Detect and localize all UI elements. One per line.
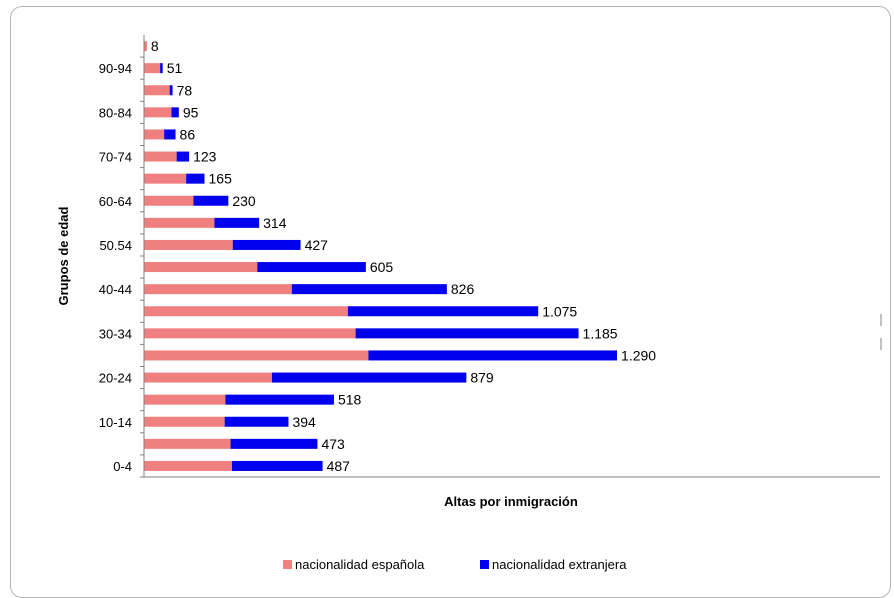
value-label-85-89: 78	[177, 82, 193, 98]
bar-extranjera-25-29	[368, 350, 618, 361]
legend: nacionalidad española nacionalidad extran…	[283, 557, 627, 572]
bar-chart: 0-4 10-14 20-24 30-34 40-44 50.54 60-64 70-74 80…	[56, 35, 882, 572]
x-axis-title: Altas por inmigración	[444, 494, 578, 509]
value-label-30-34: 1.185	[583, 325, 618, 341]
bar-espanola-50.54	[144, 239, 233, 250]
tick-label-20-24: 20-24	[99, 371, 132, 386]
legend-swatch-espanola	[283, 560, 292, 569]
bar-espanola-95 y más	[144, 41, 147, 52]
tick-labels-group: 0-4 10-14 20-24 30-34 40-44 50.54 60-64 70-74 80…	[99, 56, 144, 478]
bar-espanola-35-39	[144, 306, 348, 317]
bar-espanola-15-19	[144, 394, 226, 405]
value-label-40-44: 826	[451, 281, 475, 297]
tick-label-60-64: 60-64	[99, 194, 132, 209]
bar-espanola-70-74	[144, 151, 177, 162]
bar-extranjera-85-89	[169, 85, 173, 96]
tick-label-10-14: 10-14	[99, 415, 132, 430]
tick-label-30-34: 30-34	[99, 326, 132, 341]
value-label-70-74: 123	[193, 149, 217, 165]
value-label-20-24: 879	[470, 370, 494, 386]
chart-frame	[10, 6, 891, 598]
legend-label-espanola: nacionalidad española	[295, 557, 425, 572]
value-label-25-29: 1.290	[621, 347, 656, 363]
bar-espanola-5-9	[144, 438, 231, 449]
tick-label-0-4: 0-4	[113, 459, 132, 474]
value-label-75-79: 86	[180, 126, 196, 142]
bar-espanola-10-14	[144, 416, 225, 427]
value-label-60-64: 230	[232, 193, 256, 209]
value-label-55-59: 314	[263, 215, 287, 231]
tick-label-90-94: 90-94	[99, 61, 132, 76]
bar-espanola-20-24	[144, 372, 272, 383]
value-label-15-19: 518	[338, 392, 362, 408]
bar-extranjera-80-84	[171, 107, 179, 118]
bar-extranjera-65-69	[186, 173, 205, 184]
bar-espanola-0-4	[144, 460, 233, 471]
bar-extranjera-70-74	[176, 151, 190, 162]
bar-extranjera-15-19	[225, 394, 334, 405]
bar-espanola-55-59	[144, 217, 215, 228]
bar-extranjera-90-94	[160, 63, 163, 74]
value-label-10-14: 394	[292, 414, 316, 430]
bar-extranjera-60-64	[193, 195, 229, 206]
value-label-65-69: 165	[209, 171, 233, 187]
bars-group	[144, 41, 618, 471]
bar-extranjera-30-34	[355, 328, 579, 339]
bar-extranjera-45-49	[257, 262, 366, 273]
bar-espanola-75-79	[144, 129, 165, 140]
bar-extranjera-55-59	[214, 217, 260, 228]
legend-swatch-extranjera	[480, 560, 489, 569]
bar-espanola-25-29	[144, 350, 369, 361]
value-label-45-49: 605	[370, 259, 394, 275]
value-label-80-84: 95	[183, 104, 199, 120]
bar-extranjera-20-24	[271, 372, 467, 383]
tick-label-40-44: 40-44	[99, 282, 132, 297]
value-label-90-94: 51	[167, 60, 183, 76]
bar-extranjera-50.54	[232, 239, 301, 250]
bar-extranjera-10-14	[224, 416, 289, 427]
bar-espanola-85-89	[144, 85, 170, 96]
value-label-35-39: 1.075	[542, 303, 577, 319]
legend-label-extranjera: nacionalidad extranjera	[492, 557, 627, 572]
bar-espanola-30-34	[144, 328, 356, 339]
bar-espanola-90-94	[144, 63, 161, 74]
tick-label-50.54: 50.54	[99, 238, 132, 253]
value-label-5-9: 473	[321, 436, 345, 452]
value-label-0-4: 487	[327, 458, 351, 474]
value-labels-group: 4874733945188791.2901.1851.0758266054273…	[151, 38, 656, 474]
tick-label-70-74: 70-74	[99, 150, 132, 165]
bar-extranjera-5-9	[230, 438, 318, 449]
value-label-95 y más: 8	[151, 38, 159, 54]
bar-espanola-40-44	[144, 284, 292, 295]
bar-extranjera-0-4	[232, 460, 323, 471]
bar-espanola-80-84	[144, 107, 172, 118]
value-label-50.54: 427	[305, 237, 329, 253]
bar-espanola-45-49	[144, 262, 258, 273]
bar-extranjera-75-79	[164, 129, 176, 140]
tick-label-80-84: 80-84	[99, 105, 132, 120]
bar-extranjera-40-44	[291, 284, 447, 295]
bar-extranjera-35-39	[347, 306, 539, 317]
bar-espanola-65-69	[144, 173, 187, 184]
bar-espanola-60-64	[144, 195, 194, 206]
y-axis-title: Grupos de edad	[56, 206, 71, 305]
